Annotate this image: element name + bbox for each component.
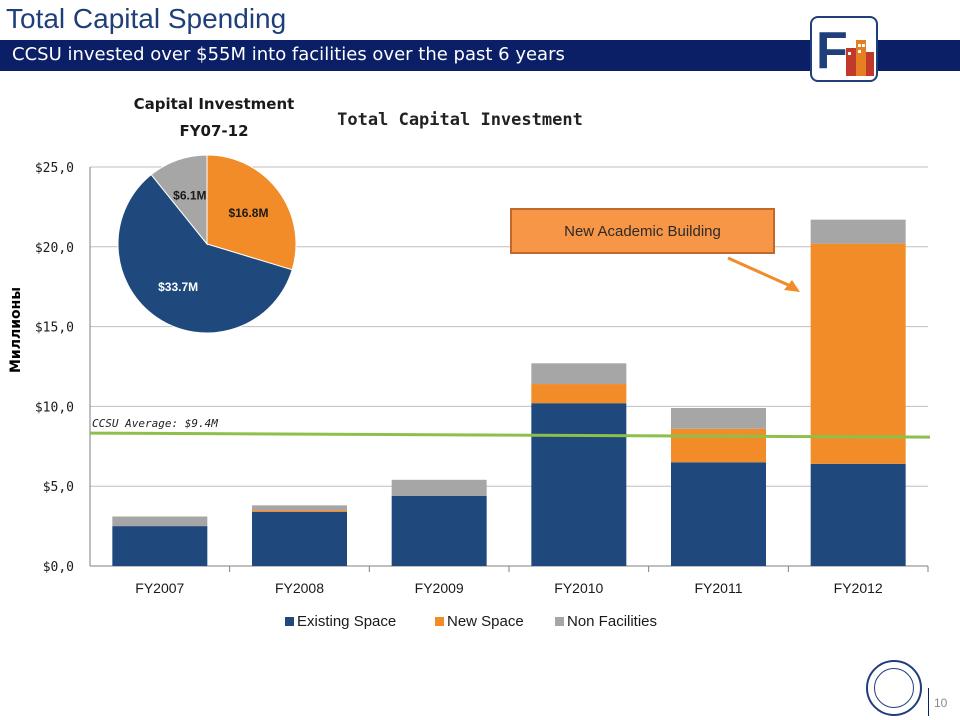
y-tick-label: $0,0 bbox=[43, 560, 74, 575]
pie-label: $6.1M bbox=[173, 188, 206, 202]
bar-non-facilities bbox=[531, 363, 627, 385]
callout-arrow-head bbox=[784, 280, 800, 292]
seal-inner-ring bbox=[874, 668, 914, 708]
bar-non-facilities bbox=[810, 219, 906, 244]
bar-new-space bbox=[671, 428, 766, 463]
x-tick-label: FY2009 bbox=[415, 580, 464, 596]
y-tick-label: $5,0 bbox=[43, 480, 74, 495]
bar-new-space bbox=[252, 510, 347, 512]
legend-label: New Space bbox=[447, 613, 524, 630]
y-axis-label: Миллионы bbox=[8, 287, 24, 373]
bar-existing-space bbox=[391, 495, 487, 566]
pie-slice-non-facilities bbox=[150, 154, 208, 246]
bar-existing-space bbox=[112, 526, 208, 566]
average-line bbox=[89, 431, 931, 439]
callout-new-academic-building: New Academic Building bbox=[510, 208, 775, 254]
brand-name: Sightlines bbox=[898, 85, 955, 100]
legend-swatch bbox=[555, 617, 564, 626]
brand-logo-icon: F bbox=[810, 16, 878, 82]
slide-subtitle: CCSU invested over $55M into facilities … bbox=[12, 44, 565, 65]
bar-new-space bbox=[810, 243, 906, 464]
x-tick-label: FY2008 bbox=[275, 580, 324, 596]
y-tick-label: $10,0 bbox=[35, 400, 74, 415]
slide-title: Total Capital Spending bbox=[6, 3, 287, 34]
x-tick-label: FY2012 bbox=[834, 580, 883, 596]
chart-title: Total Capital Investment bbox=[337, 110, 583, 130]
average-label: CCSU Average: $9.4M bbox=[92, 417, 218, 430]
svg-text:F: F bbox=[816, 22, 848, 80]
x-tick-label: FY2010 bbox=[554, 580, 603, 596]
pie-title: Capital Investment bbox=[134, 95, 295, 113]
pie-label: $16.8M bbox=[228, 206, 268, 220]
page-divider bbox=[928, 688, 929, 716]
pie-label: $33.7M bbox=[158, 280, 198, 294]
bar-non-facilities bbox=[252, 505, 347, 511]
university-seal-icon bbox=[866, 660, 922, 716]
bar-non-facilities bbox=[112, 516, 208, 527]
y-tick-label: $15,0 bbox=[35, 321, 74, 336]
x-tick-label: FY2007 bbox=[135, 580, 184, 596]
legend-swatch bbox=[285, 617, 294, 626]
y-tick-label: $20,0 bbox=[35, 241, 74, 256]
bar-non-facilities bbox=[391, 479, 487, 496]
legend-swatch bbox=[435, 617, 444, 626]
pie-slice-existing-space bbox=[117, 173, 293, 334]
pie-subtitle: FY07-12 bbox=[179, 122, 248, 140]
subtitle-bar: CCSU invested over $55M into facilities … bbox=[0, 40, 960, 100]
bar-non-facilities bbox=[671, 407, 766, 429]
pie-slice-new-space bbox=[206, 154, 297, 271]
brand-logo-graphic: F bbox=[816, 22, 874, 80]
x-tick-label: FY2011 bbox=[695, 580, 743, 596]
callout-arrow bbox=[727, 256, 796, 290]
bar-existing-space bbox=[671, 462, 766, 566]
bar-existing-space bbox=[531, 403, 627, 566]
bar-existing-space bbox=[810, 463, 906, 566]
page-number: 10 bbox=[934, 696, 948, 710]
y-tick-label: $25,0 bbox=[35, 161, 74, 176]
legend-label: Existing Space bbox=[297, 613, 396, 630]
bar-existing-space bbox=[252, 511, 347, 566]
bar-new-space bbox=[531, 384, 627, 404]
legend-label: Non Facilities bbox=[567, 613, 657, 630]
